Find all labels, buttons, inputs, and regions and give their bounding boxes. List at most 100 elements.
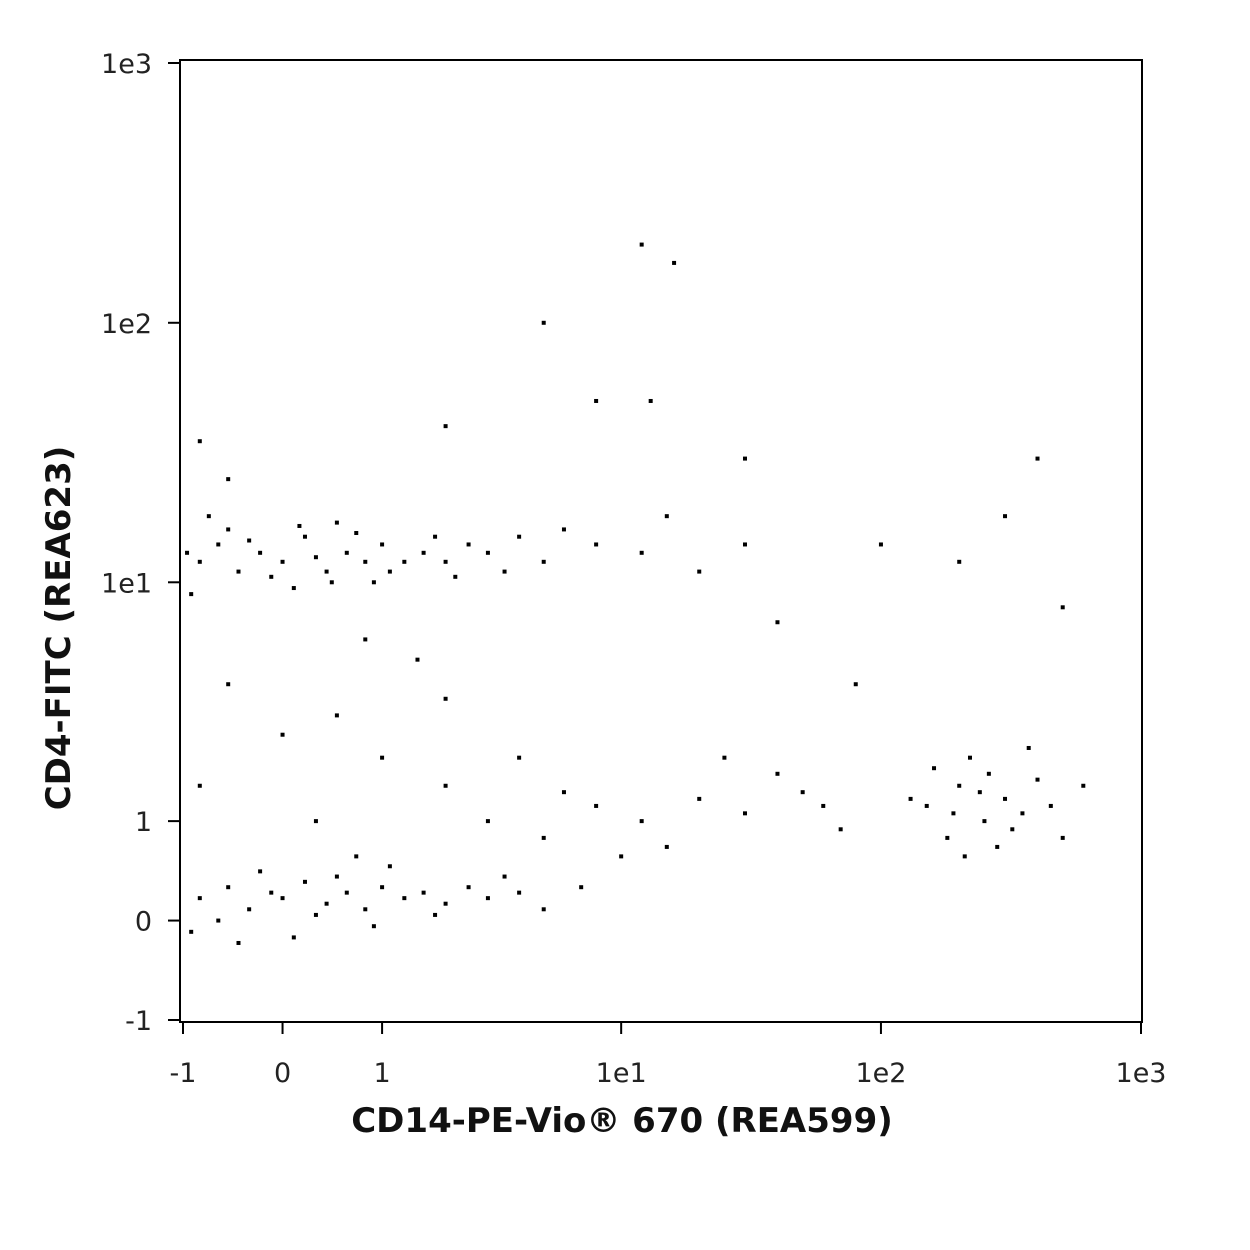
dot (363, 559, 368, 564)
dot (344, 890, 349, 895)
dot (433, 912, 438, 917)
dot (280, 732, 285, 737)
y-axis-label: CD4-FITC (REA623) (39, 446, 79, 811)
dot (226, 527, 231, 532)
dot (697, 796, 702, 801)
dot (380, 755, 385, 760)
dot (1060, 605, 1065, 610)
dot (672, 260, 677, 265)
dot (932, 766, 937, 771)
dot (443, 424, 448, 429)
dot (639, 550, 644, 555)
dot (878, 542, 883, 547)
dot (334, 713, 339, 718)
dot (344, 550, 349, 555)
dot (962, 854, 967, 859)
dot (742, 456, 747, 461)
y-tick-label: -1 (125, 1006, 152, 1037)
dot (189, 592, 194, 597)
x-tick-label: 1e3 (1116, 1058, 1167, 1089)
dot (334, 520, 339, 525)
plot-frame (179, 59, 1143, 1023)
dot (977, 790, 982, 795)
dot (216, 918, 221, 923)
dot (502, 569, 507, 574)
dot (197, 559, 202, 564)
dot (775, 620, 780, 625)
dot (197, 783, 202, 788)
dot (380, 885, 385, 890)
dot (967, 755, 972, 760)
dot (957, 559, 962, 564)
dot (821, 803, 826, 808)
dot (443, 901, 448, 906)
dot (579, 885, 584, 890)
dot (485, 896, 490, 901)
dot (639, 819, 644, 824)
dot (236, 940, 241, 945)
dot (421, 890, 426, 895)
y-tick-label: 1e1 (101, 568, 152, 599)
dot (387, 864, 392, 869)
dot (648, 398, 653, 403)
dot (838, 827, 843, 832)
dot (594, 542, 599, 547)
dot (433, 534, 438, 539)
dot (236, 569, 241, 574)
dot (1020, 811, 1025, 816)
dot (380, 542, 385, 547)
dot (387, 569, 392, 574)
dot (502, 874, 507, 879)
dot (185, 550, 190, 555)
dot (561, 527, 566, 532)
dot (1081, 783, 1086, 788)
dot (541, 907, 546, 912)
dot (1003, 514, 1008, 519)
dot (722, 755, 727, 760)
x-tick-label: -1 (170, 1058, 197, 1089)
dot (742, 811, 747, 816)
dot (485, 819, 490, 824)
dot (453, 574, 458, 579)
dot (402, 896, 407, 901)
dot (247, 538, 252, 543)
dot (247, 907, 252, 912)
dot (742, 542, 747, 547)
x-tick-label: 1e1 (596, 1058, 647, 1089)
dot (226, 682, 231, 687)
dot (517, 755, 522, 760)
dot (664, 844, 669, 849)
dot (421, 550, 426, 555)
dot (517, 890, 522, 895)
dot (1060, 835, 1065, 840)
dot (924, 803, 929, 808)
y-tick-label: 1e3 (101, 49, 152, 80)
dot (664, 514, 669, 519)
dot (324, 569, 329, 574)
dot (443, 783, 448, 788)
dot (206, 514, 211, 519)
dot (354, 854, 359, 859)
dot (800, 790, 805, 795)
dot (313, 819, 318, 824)
dot (302, 534, 307, 539)
dot (594, 803, 599, 808)
dot (853, 682, 858, 687)
dot (1003, 796, 1008, 801)
dot (324, 901, 329, 906)
dot (363, 907, 368, 912)
dot (982, 819, 987, 824)
dot (775, 771, 780, 776)
dot (313, 912, 318, 917)
dot (226, 477, 231, 482)
dot (561, 790, 566, 795)
dot (216, 542, 221, 547)
dot (541, 320, 546, 325)
dot (334, 874, 339, 879)
dot (280, 559, 285, 564)
dot (269, 574, 274, 579)
dot (1035, 777, 1040, 782)
dot (619, 854, 624, 859)
dot (354, 531, 359, 536)
